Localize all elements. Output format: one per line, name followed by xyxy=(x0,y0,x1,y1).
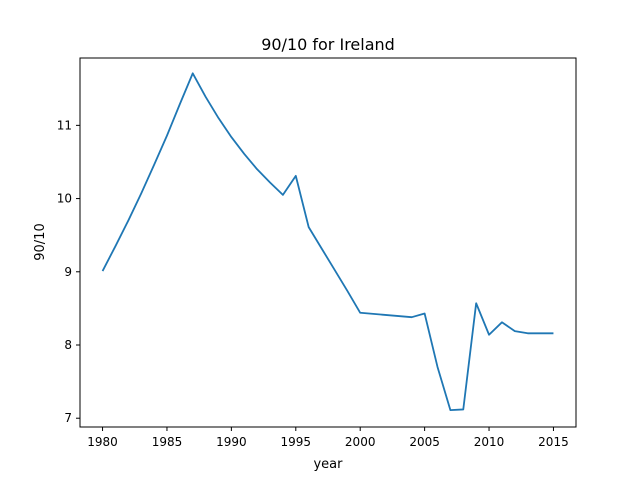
series-line xyxy=(101,72,554,412)
x-tick-label: 1995 xyxy=(281,435,312,449)
y-tick-label: 8 xyxy=(64,338,72,352)
x-tick-label: 1990 xyxy=(216,435,247,449)
x-tick-label: 2010 xyxy=(474,435,505,449)
x-tick-label: 2000 xyxy=(345,435,376,449)
y-tick-label: 11 xyxy=(57,118,72,132)
x-axis-label: year xyxy=(313,457,343,472)
chart-title: 90/10 for Ireland xyxy=(261,35,395,54)
x-tick-label: 2005 xyxy=(409,435,440,449)
y-tick-label: 7 xyxy=(64,411,72,425)
y-tick-label: 10 xyxy=(57,192,72,206)
x-tick-label: 1985 xyxy=(152,435,183,449)
y-axis-label: 90/10 xyxy=(33,223,48,260)
y-tick-label: 9 xyxy=(64,265,72,279)
x-tick-label: 1980 xyxy=(87,435,118,449)
plot-frame xyxy=(79,57,577,428)
x-tick-label: 2015 xyxy=(538,435,569,449)
